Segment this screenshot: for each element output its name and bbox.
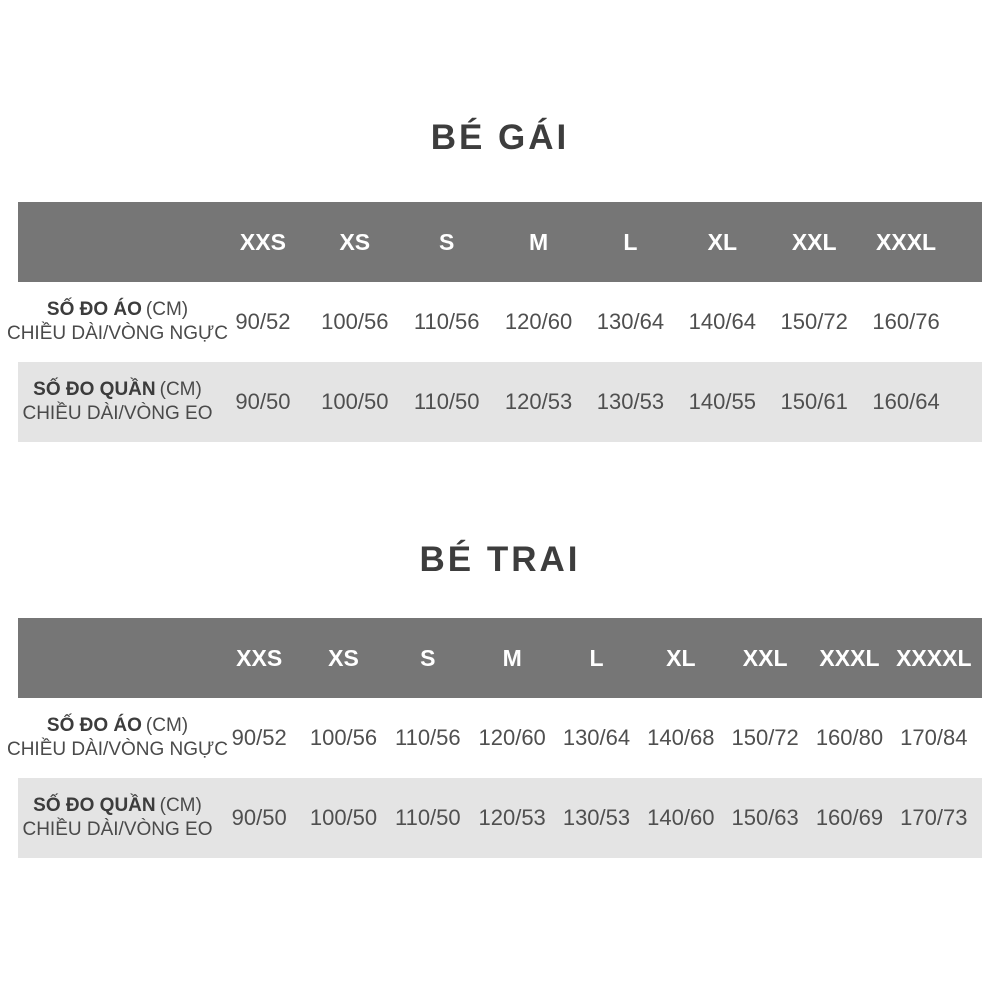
girls-pants-row-label: SỐ ĐO QUẦN (CM) CHIỀU DÀI/VÒNG EO: [18, 362, 217, 442]
size-value-cell: 170/73: [900, 805, 968, 830]
size-value-cell: 150/72: [780, 309, 848, 334]
size-value-cell: 120/60: [478, 725, 546, 750]
girls-table-title: BÉ GÁI: [430, 118, 570, 157]
size-value-cell: 130/64: [596, 309, 665, 334]
size-value-cell: 90/50: [231, 805, 287, 830]
size-value-cell: 130/53: [596, 389, 665, 414]
row-label-subtitle: CHIỀU DÀI/VÒNG EO: [22, 403, 213, 424]
size-column-header-l: L: [623, 228, 638, 255]
size-column-header-xxl: XXL: [791, 228, 837, 255]
size-column-header-s: S: [420, 644, 436, 671]
boys-shirt-row-values: 90/52 100/56 110/56 120/60 130/64 140/68…: [217, 698, 982, 778]
girls-size-header-row: XXS XS S M L XL XXL XXXL: [18, 202, 982, 282]
header-label-spacer: [18, 618, 217, 698]
row-label-name: SỐ ĐO ÁO: [46, 299, 142, 320]
boys-size-header-row: XXS XS S M L XL XXL XXXL XXXXL: [18, 618, 982, 698]
size-column-header-xl: XL: [666, 644, 696, 671]
size-value-cell: 120/60: [504, 309, 573, 334]
boys-size-header-cells: XXS XS S M L XL XXL XXXL XXXXL: [217, 618, 982, 698]
size-column-header-l: L: [589, 644, 604, 671]
size-column-header-xxs: XXS: [239, 228, 286, 255]
size-value-cell: 90/50: [235, 389, 291, 414]
boys-size-table: XXS XS S M L XL XXL XXXL XXXXL SỐ ĐO ÁO(…: [7, 618, 982, 858]
size-value-cell: 140/68: [647, 725, 715, 750]
size-value-cell: 100/56: [321, 309, 389, 334]
boys-shirt-row-label: SỐ ĐO ÁO (CM) CHIỀU DÀI/VÒNG NGỰC: [7, 698, 228, 778]
size-value-cell: 90/52: [235, 309, 291, 334]
size-value-cell: 120/53: [504, 389, 573, 414]
size-value-cell: 150/72: [731, 725, 799, 750]
size-column-header-xs: XS: [339, 228, 371, 255]
size-column-header-xxxl: XXXL: [819, 644, 880, 671]
size-value-cell: 110/56: [413, 309, 480, 334]
boys-table-title: BÉ TRAI: [419, 540, 581, 579]
row-label-unit: (CM): [159, 379, 202, 400]
row-label-name: SỐ ĐO QUẦN: [33, 795, 156, 816]
size-column-header-m: M: [528, 228, 549, 255]
size-value-cell: 120/53: [478, 805, 546, 830]
row-label-name: SỐ ĐO QUẦN: [33, 379, 156, 400]
size-value-cell: 140/60: [647, 805, 715, 830]
row-label-title: SỐ ĐO QUẦN (CM): [33, 379, 202, 401]
size-value-cell: 140/55: [688, 389, 756, 414]
row-label-title: SỐ ĐO QUẦN (CM): [33, 795, 202, 817]
size-column-header-s: S: [439, 228, 455, 255]
size-value-cell: 160/76: [872, 309, 940, 334]
boys-pants-row-label: SỐ ĐO QUẦN (CM) CHIỀU DÀI/VÒNG EO: [18, 778, 217, 858]
size-value-cell: 110/50: [413, 389, 480, 414]
header-label-spacer: [18, 202, 217, 282]
row-label-subtitle: CHIỀU DÀI/VÒNG EO: [22, 819, 213, 840]
girls-shirt-row-values: 90/52 100/56 110/56 120/60 130/64 140/64…: [217, 282, 982, 362]
girls-pants-row: SỐ ĐO QUẦN (CM) CHIỀU DÀI/VÒNG EO 90/50 1…: [18, 362, 982, 442]
size-column-header-xxs: XXS: [236, 644, 283, 671]
size-column-header-xxl: XXL: [742, 644, 788, 671]
size-value-cell: 110/50: [394, 805, 461, 830]
size-value-cell: 100/56: [309, 725, 378, 750]
girls-size-header-cells: XXS XS S M L XL XXL XXXL: [217, 202, 982, 282]
size-column-header-xs: XS: [328, 644, 359, 671]
row-label-unit: (CM): [145, 299, 189, 320]
size-value-cell: 130/64: [562, 725, 631, 750]
size-column-header-xl: XL: [707, 228, 737, 255]
size-value-cell: 110/56: [394, 725, 461, 750]
size-value-cell: 170/84: [900, 725, 968, 750]
girls-shirt-row: SỐ ĐO ÁO (CM) CHIỀU DÀI/VÒNG NGỰC 90/52 1…: [7, 282, 982, 362]
girls-size-table: XXS XS S M L XL XXL XXXL SỐ ĐO ÁO (CM) CH…: [7, 202, 982, 442]
girls-shirt-row-label: SỐ ĐO ÁO (CM) CHIỀU DÀI/VÒNG NGỰC: [7, 282, 228, 362]
size-value-cell: 160/64: [872, 389, 940, 414]
row-label-title: SỐ ĐO ÁO (CM): [47, 299, 188, 321]
size-value-cell: 100/50: [321, 389, 389, 414]
row-label-subtitle: CHIỀU DÀI/VÒNG NGỰC: [6, 739, 229, 760]
size-value-cell: 90/52: [231, 725, 287, 750]
girls-pants-row-values: 90/50 100/50 110/50 120/53 130/53 140/55…: [217, 362, 982, 442]
boys-pants-row: SỐ ĐO QUẦN (CM) CHIỀU DÀI/VÒNG EO 90/50 1…: [18, 778, 982, 858]
size-value-cell: 150/63: [731, 805, 799, 830]
size-value-cell: 160/80: [815, 725, 884, 750]
row-label-unit: (CM): [145, 715, 189, 736]
size-column-header-m: M: [502, 644, 522, 671]
size-column-header-xxxl: XXXL: [876, 228, 937, 255]
size-value-cell: 160/69: [815, 805, 884, 830]
row-label-title: SỐ ĐO ÁO (CM): [47, 715, 188, 737]
size-value-cell: 150/61: [780, 389, 848, 414]
boys-pants-row-values: 90/50 100/50 110/50 120/53 130/53 140/60…: [217, 778, 982, 858]
row-label-unit: (CM): [159, 795, 202, 816]
row-label-subtitle: CHIỀU DÀI/VÒNG NGỰC: [6, 323, 229, 344]
row-label-name: SỐ ĐO ÁO: [46, 715, 142, 736]
size-value-cell: 140/64: [688, 309, 756, 334]
size-value-cell: 100/50: [309, 805, 378, 830]
size-column-header-xxxxl: XXXXL: [896, 644, 972, 671]
size-value-cell: 130/53: [562, 805, 631, 830]
boys-shirt-row: SỐ ĐO ÁO (CM) CHIỀU DÀI/VÒNG NGỰC 90/52 1…: [7, 698, 982, 778]
